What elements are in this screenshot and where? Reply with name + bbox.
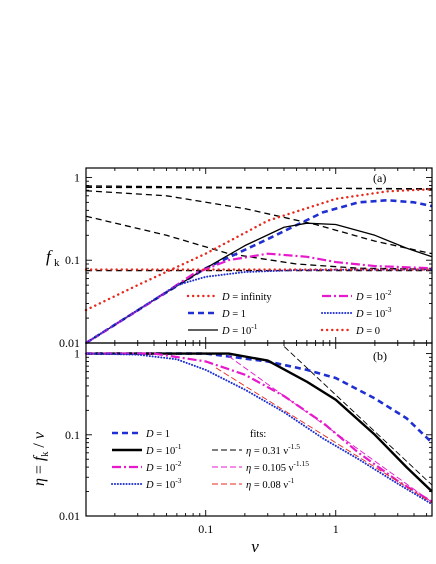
- panel-a-series-d-10-3: [85, 268, 433, 344]
- panel-a-legend-label-d-10-2: D = 10-2: [355, 288, 392, 303]
- panel-b-legend-label-0-31-1-5: η = 0.31 ν-1.5: [246, 442, 300, 457]
- panel-b-y-tick-label: 0.1: [65, 428, 80, 442]
- panel-a-reference-line: [85, 190, 433, 255]
- panel-b-legend-label-d-1: D = 1: [145, 429, 170, 440]
- panel-a-series-d-10-2: [85, 252, 433, 344]
- panel-a: 0.010.11 (a) f k D = infinity D = 10-2D =…: [46, 167, 434, 350]
- panel-a-ticks: 0.01 0.1 1: [59, 168, 432, 350]
- panel-b-series-d-10-1: [86, 352, 433, 493]
- panel-a-reference-line: [85, 215, 433, 270]
- panel-b-legend-label-d-10-3: D = 10-3: [145, 476, 182, 491]
- panel-a-series: [84, 188, 434, 345]
- panel-b-ylabel-text: η = fk / ν: [31, 431, 51, 486]
- panel-a-ylabel-sub: k: [54, 257, 60, 269]
- panel-b-y-tick-label: 1: [74, 347, 80, 361]
- panel-b: 0.010.110.1 1 (b) η = fk / ν ν D = 1D = 1…: [31, 342, 433, 556]
- panel-a-ylabel-f: f: [46, 247, 53, 266]
- panel-a-legend: D = infinity D = 10-2 D = 1 D = 10-3 D = 10-…: [186, 288, 392, 337]
- panel-b-y-tick-label: 0.01: [59, 509, 80, 523]
- panel-b-xlabel: ν: [251, 537, 259, 556]
- panel-a-legend-label-d-0: D = 0: [355, 326, 380, 337]
- panel-b-series-d-10-3: [85, 352, 433, 506]
- panel-a-label: (a): [373, 171, 386, 185]
- panel-b-legend-label-0-08-1: η = 0.08 ν-1: [246, 476, 295, 491]
- panel-b-frame: [85, 342, 433, 517]
- panel-a-y-tick-label: 0.01: [59, 336, 80, 350]
- panel-a-y-tick-label: 0.1: [65, 253, 80, 267]
- panel-b-legend-label-0-105-1-15: η = 0.105 ν-1.15: [246, 459, 309, 474]
- panel-b-series-0-31-1-5: [283, 346, 433, 486]
- panel-a-y-tick-label: 1: [74, 170, 80, 184]
- panel-a-reference-line: [85, 186, 433, 190]
- panel-b-series-0-105-1-15: [228, 355, 433, 503]
- panel-b-legend-fits-heading: fits:: [250, 429, 266, 440]
- panel-a-legend-label-d-10-3: D = 10-3: [355, 305, 392, 320]
- panel-a-legend-label-d-10-1: D = 10-1: [221, 322, 258, 337]
- panel-a-legend-label-d-infinity: D = infinity: [221, 292, 272, 303]
- panel-b-ylabel: η = fk / ν: [31, 431, 51, 486]
- panel-b-legend: D = 1 D = 10-1 D = 10-2 D = 10-3 fits: η = 0.…: [111, 429, 309, 491]
- panel-b-series-0-08-1: [215, 367, 433, 504]
- panel-b-label: (b): [373, 349, 387, 363]
- panel-b-legend-label-d-10-2: D = 10-2: [145, 459, 182, 474]
- panel-b-x-tick-label: 1: [333, 522, 339, 536]
- panel-a-ylabel: f k: [46, 247, 60, 269]
- panel-b-series: [85, 346, 433, 506]
- panel-a-legend-label-d-1: D = 1: [221, 309, 246, 320]
- panel-b-legend-label-d-10-1: D = 10-1: [145, 442, 182, 457]
- panel-a-series-d-infinity: [84, 188, 434, 312]
- panel-b-series-d-1: [86, 352, 433, 444]
- panel-b-x-tick-label: 0.1: [198, 522, 213, 536]
